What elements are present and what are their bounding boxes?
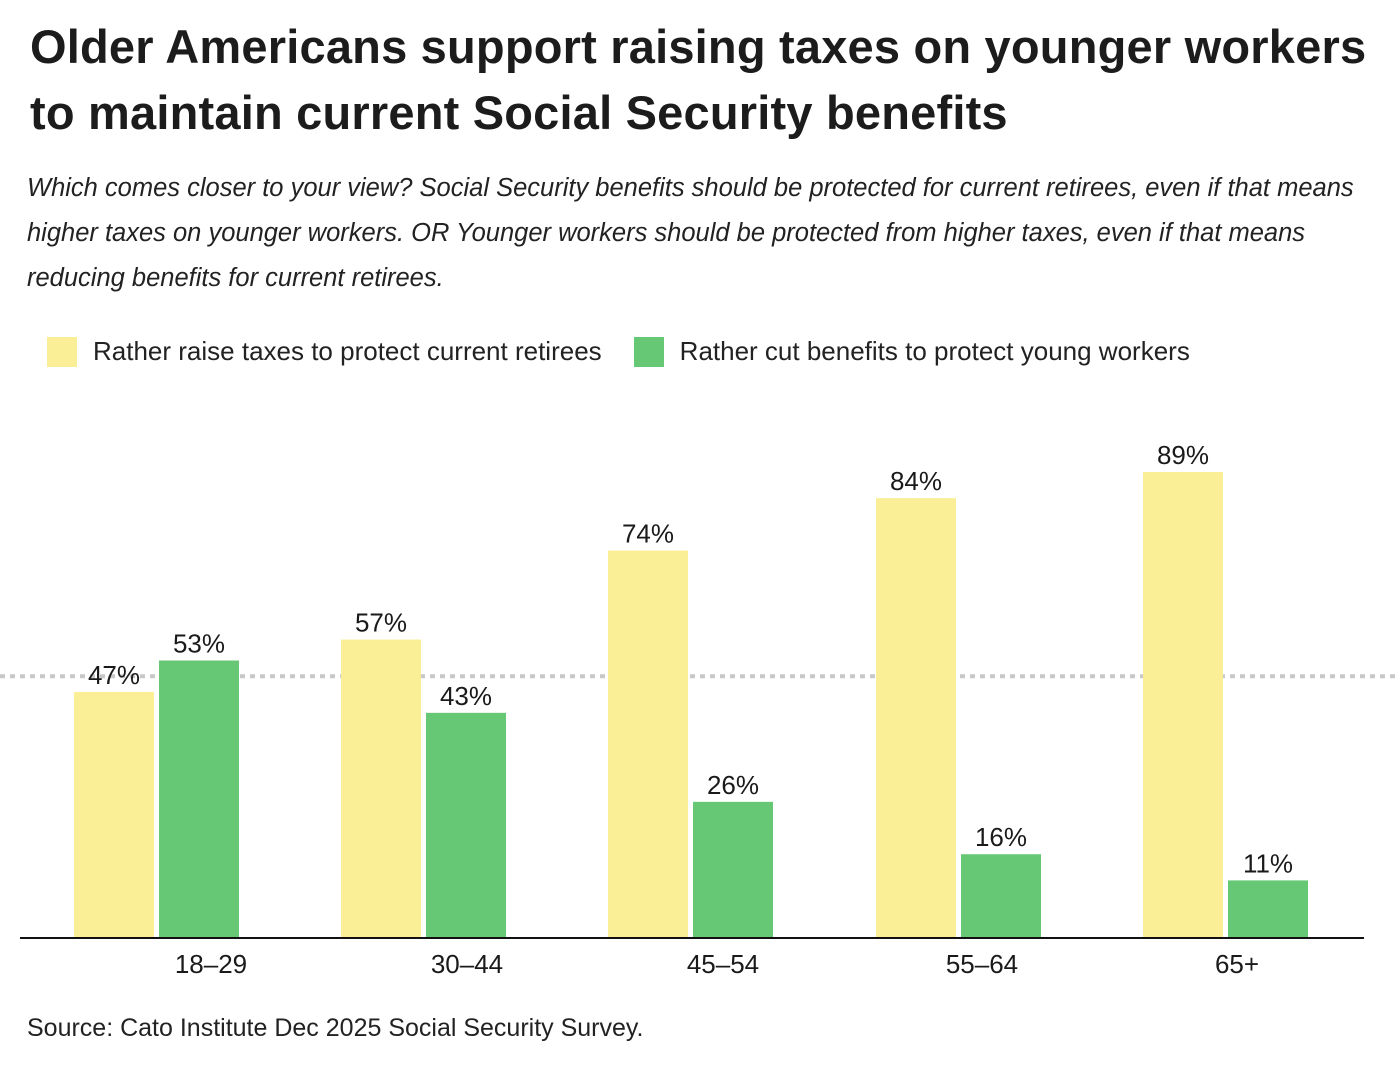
data-label: 89% (1157, 440, 1209, 470)
data-label: 57% (355, 608, 407, 638)
legend: Rather raise taxes to protect current re… (47, 336, 1222, 367)
bar-cut-benefits-45–54 (693, 801, 773, 938)
x-tick-label: 45–54 (687, 949, 759, 979)
x-tick-label: 55–64 (946, 949, 1018, 979)
bar-raise-taxes-45–54 (608, 550, 688, 938)
bar-raise-taxes-30–44 (341, 639, 421, 938)
data-label: 11% (1243, 848, 1293, 878)
data-label: 53% (173, 628, 225, 658)
legend-item-raise-taxes: Rather raise taxes to protect current re… (47, 336, 602, 367)
x-tick-label: 30–44 (431, 949, 503, 979)
legend-label: Rather raise taxes to protect current re… (93, 336, 602, 366)
legend-swatch-green (633, 336, 664, 367)
source-note: Source: Cato Institute Dec 2025 Social S… (27, 1014, 644, 1042)
legend-item-cut-benefits: Rather cut benefits to protect young wor… (633, 336, 1190, 367)
bar-cut-benefits-30–44 (426, 712, 506, 938)
data-label: 43% (440, 681, 492, 711)
chart-subtitle: Which comes closer to your view? Social … (27, 174, 1354, 292)
bar-raise-taxes-65+ (1143, 471, 1223, 938)
legend-label: Rather cut benefits to protect young wor… (679, 336, 1190, 366)
chart-title: Older Americans support raising taxes on… (30, 20, 1367, 139)
data-label: 74% (622, 519, 674, 549)
bar-raise-taxes-55–64 (876, 498, 956, 938)
data-label: 84% (890, 466, 942, 496)
data-label: 26% (707, 770, 759, 800)
bar-cut-benefits-65+ (1228, 880, 1308, 938)
legend-swatch-yellow (47, 336, 77, 367)
x-tick-label: 65+ (1215, 949, 1259, 979)
data-label: 47% (88, 660, 140, 690)
bar-raise-taxes-18–29 (74, 691, 154, 938)
data-label: 16% (975, 822, 1027, 852)
x-tick-label: 18–29 (175, 949, 247, 979)
bar-cut-benefits-55–64 (961, 854, 1041, 938)
bar-cut-benefits-18–29 (159, 660, 239, 938)
